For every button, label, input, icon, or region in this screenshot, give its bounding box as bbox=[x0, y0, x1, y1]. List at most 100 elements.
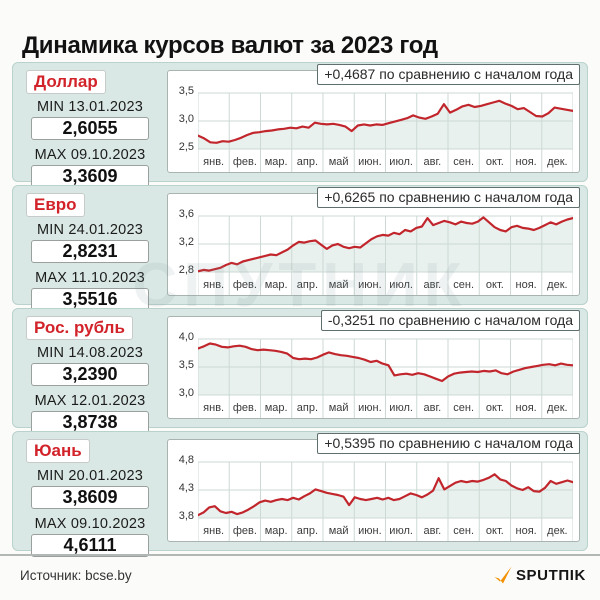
max-label: MAX 09.10.2023 bbox=[34, 147, 146, 163]
x-axis-label: дек. bbox=[547, 402, 568, 414]
y-axis-label: 3,6 bbox=[178, 208, 194, 220]
x-axis-label: янв. bbox=[203, 156, 225, 168]
panel-euro: Евро MIN 24.01.2023 2,8231 MAX 11.10.202… bbox=[12, 185, 588, 311]
chart-container: +0,4687 по сравнению с началом года 3,5 3… bbox=[167, 64, 580, 173]
footer: Источник: bcse.by SPUTΠIK bbox=[20, 562, 586, 588]
x-axis-label: апр. bbox=[296, 279, 318, 291]
panel-dollar: Доллар MIN 13.01.2023 2,6055 MAX 09.10.2… bbox=[12, 62, 588, 188]
x-axis-label: фев. bbox=[232, 156, 257, 168]
x-axis-label: апр. bbox=[296, 402, 318, 414]
currency-label: Евро bbox=[26, 193, 85, 217]
max-value: 3,8738 bbox=[31, 411, 149, 434]
currency-label: Рос. рубль bbox=[26, 316, 133, 340]
currency-panels: Доллар MIN 13.01.2023 2,6055 MAX 09.10.2… bbox=[12, 62, 588, 557]
chart-container: -0,3251 по сравнению с началом года 4,0 3… bbox=[167, 310, 580, 419]
page-title: Динамика курсов валют за 2023 год bbox=[22, 32, 438, 60]
x-axis-label: янв. bbox=[203, 525, 225, 537]
x-axis-label: июл. bbox=[389, 402, 413, 414]
x-axis-label: май bbox=[328, 156, 349, 168]
x-axis-label: мар. bbox=[264, 402, 288, 414]
x-axis-label: фев. bbox=[232, 279, 257, 291]
x-axis-label: авг. bbox=[423, 525, 442, 537]
sputnik-wordmark: SPUTΠIK bbox=[515, 566, 586, 584]
y-axis-label: 4,8 bbox=[178, 454, 194, 466]
x-axis-label: июн. bbox=[358, 156, 382, 168]
min-label: MIN 20.01.2023 bbox=[37, 468, 143, 484]
x-axis-label: дек. bbox=[547, 525, 568, 537]
y-axis-label: 3,5 bbox=[178, 85, 194, 97]
change-annotation: -0,3251 по сравнению с началом года bbox=[320, 310, 580, 331]
y-axis-label: 3,2 bbox=[178, 236, 194, 248]
x-axis-label: фев. bbox=[232, 525, 257, 537]
x-axis-label: ноя. bbox=[515, 279, 537, 291]
x-axis-label: июн. bbox=[358, 279, 382, 291]
chart-container: +0,6265 по сравнению с началом года 3,6 3… bbox=[167, 187, 580, 296]
y-axis-label: 3,0 bbox=[178, 113, 194, 125]
x-axis-label: май bbox=[328, 279, 349, 291]
y-axis-label: 2,8 bbox=[178, 264, 194, 276]
y-axis-label: 4,0 bbox=[178, 331, 194, 343]
x-axis-labels: янв. фев. мар. апр. май июн. июл. авг. сен. окт. н… bbox=[198, 152, 573, 172]
x-axis-label: окт. bbox=[485, 156, 504, 168]
panel-info: Рос. рубль MIN 14.08.2023 3,2390 MAX 12.… bbox=[20, 316, 160, 434]
x-axis-label: мар. bbox=[264, 156, 288, 168]
x-axis-label: сен. bbox=[453, 156, 474, 168]
line-chart: 4,8 4,3 3,8 янв. фев. мар. апр. май июн. июл. авг.… bbox=[179, 445, 573, 541]
y-axis-label: 3,5 bbox=[178, 359, 194, 371]
x-axis-label: дек. bbox=[547, 156, 568, 168]
min-value: 3,2390 bbox=[31, 363, 149, 386]
x-axis-label: ноя. bbox=[515, 402, 537, 414]
panel-info: Юань MIN 20.01.2023 3,8609 MAX 09.10.202… bbox=[20, 439, 160, 557]
y-axis-label: 2,5 bbox=[178, 141, 194, 153]
x-axis-label: янв. bbox=[203, 279, 225, 291]
x-axis-label: окт. bbox=[485, 402, 504, 414]
change-annotation: +0,4687 по сравнению с началом года bbox=[317, 64, 580, 85]
x-axis-label: авг. bbox=[423, 279, 442, 291]
x-axis-label: июл. bbox=[389, 279, 413, 291]
x-axis-label: май bbox=[328, 525, 349, 537]
y-axis-label: 3,0 bbox=[178, 387, 194, 399]
min-value: 2,8231 bbox=[31, 240, 149, 263]
chart-container: +0,5395 по сравнению с началом года 4,8 4… bbox=[167, 433, 580, 542]
min-label: MIN 24.01.2023 bbox=[37, 222, 143, 238]
max-label: MAX 11.10.2023 bbox=[35, 270, 145, 286]
change-annotation: +0,6265 по сравнению с началом года bbox=[317, 187, 580, 208]
panel-info: Доллар MIN 13.01.2023 2,6055 MAX 09.10.2… bbox=[20, 70, 160, 188]
currency-label: Юань bbox=[26, 439, 90, 463]
panel-ruble: Рос. рубль MIN 14.08.2023 3,2390 MAX 12.… bbox=[12, 308, 588, 434]
line-chart: 3,5 3,0 2,5 янв. фев. мар. апр. май июн. июл. авг.… bbox=[179, 76, 573, 172]
min-label: MIN 13.01.2023 bbox=[37, 99, 143, 115]
min-value: 3,8609 bbox=[31, 486, 149, 509]
x-axis-label: сен. bbox=[453, 525, 474, 537]
x-axis-label: дек. bbox=[547, 279, 568, 291]
line-chart: 3,6 3,2 2,8 янв. фев. мар. апр. май июн. июл. авг.… bbox=[179, 199, 573, 295]
x-axis-label: ноя. bbox=[515, 156, 537, 168]
x-axis-label: сен. bbox=[453, 402, 474, 414]
x-axis-labels: янв. фев. мар. апр. май июн. июл. авг. сен. окт. н… bbox=[198, 521, 573, 541]
x-axis-label: май bbox=[328, 402, 349, 414]
x-axis-label: июл. bbox=[389, 156, 413, 168]
line-chart: 4,0 3,5 3,0 янв. фев. мар. апр. май июн. июл. авг.… bbox=[179, 322, 573, 418]
max-value: 3,5516 bbox=[31, 288, 149, 311]
min-value: 2,6055 bbox=[31, 117, 149, 140]
panel-yuan: Юань MIN 20.01.2023 3,8609 MAX 09.10.202… bbox=[12, 431, 588, 557]
x-axis-label: окт. bbox=[485, 279, 504, 291]
sputnik-logo: SPUTΠIK bbox=[494, 566, 586, 584]
chart-svg bbox=[198, 322, 573, 418]
footer-divider bbox=[0, 554, 600, 556]
x-axis-label: июн. bbox=[358, 402, 382, 414]
max-label: MAX 12.01.2023 bbox=[34, 393, 146, 409]
max-label: MAX 09.10.2023 bbox=[34, 516, 146, 532]
chart-svg bbox=[198, 76, 573, 172]
x-axis-label: фев. bbox=[232, 402, 257, 414]
x-axis-label: окт. bbox=[485, 525, 504, 537]
sputnik-flame-icon bbox=[494, 566, 512, 584]
y-axis-label: 4,3 bbox=[178, 482, 194, 494]
y-axis-label: 3,8 bbox=[178, 510, 194, 522]
x-axis-label: янв. bbox=[203, 402, 225, 414]
currency-label: Доллар bbox=[26, 70, 106, 94]
x-axis-label: апр. bbox=[296, 156, 318, 168]
x-axis-label: июл. bbox=[389, 525, 413, 537]
x-axis-label: сен. bbox=[453, 279, 474, 291]
x-axis-label: авг. bbox=[423, 402, 442, 414]
